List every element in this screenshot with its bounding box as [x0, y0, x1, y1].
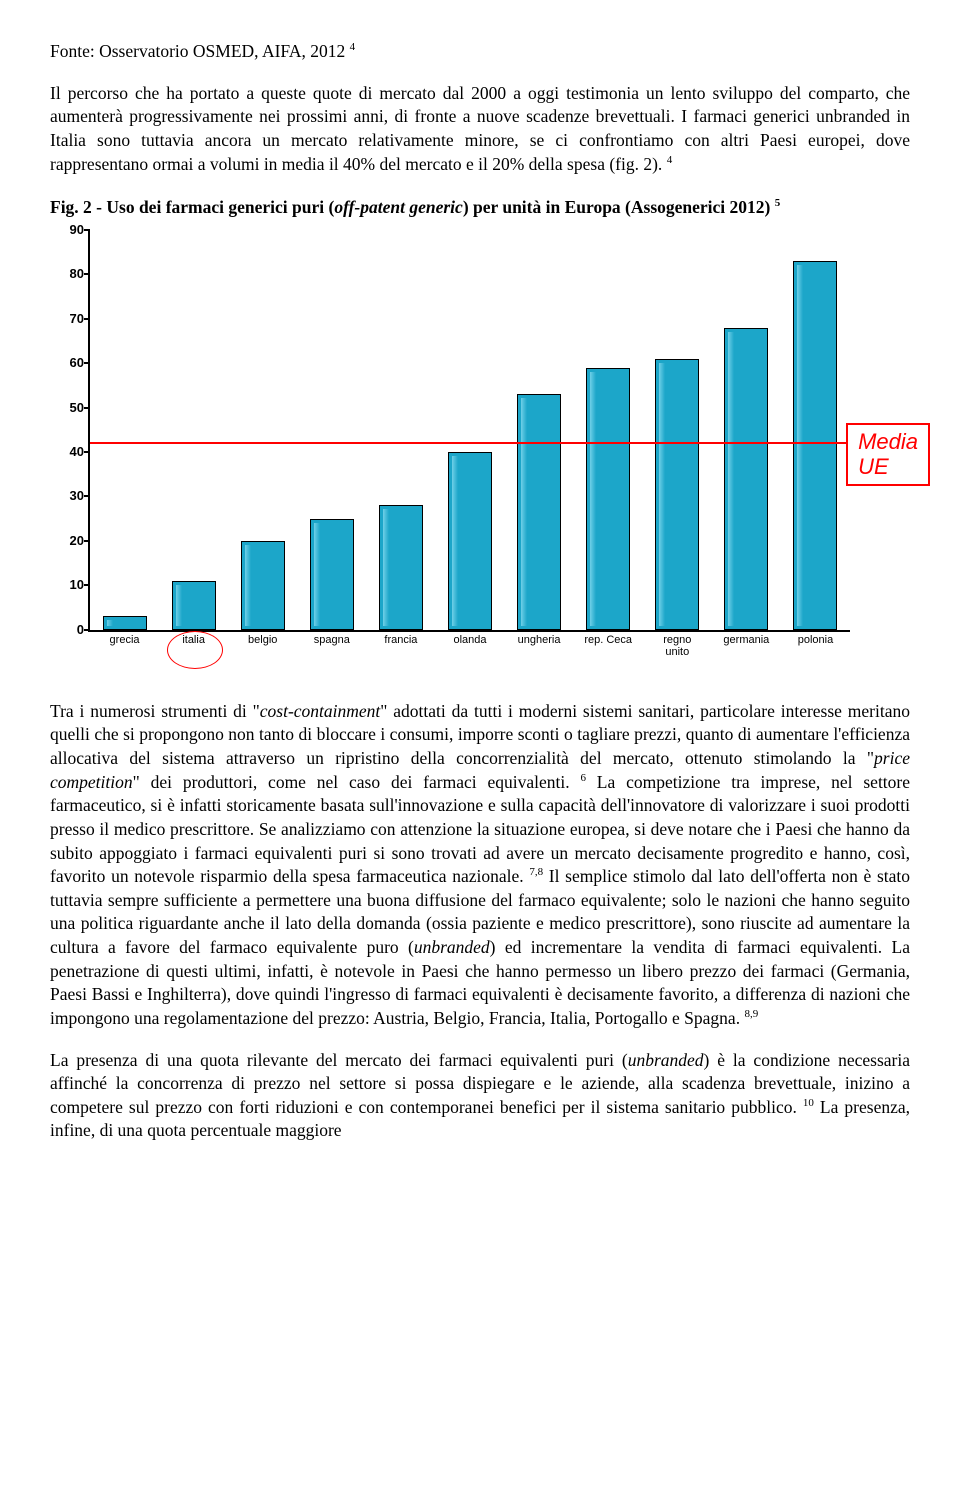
y-tick — [84, 495, 90, 497]
fig-title-b: ) per unità in Europa (Assogenerici 2012… — [463, 197, 771, 217]
reference-label-box: MediaUE — [846, 423, 930, 486]
y-tick — [84, 318, 90, 320]
p2sup3: 8,9 — [744, 1008, 758, 1020]
chart-bar — [793, 261, 837, 630]
y-axis-label: 0 — [56, 621, 84, 639]
y-axis-label: 50 — [56, 399, 84, 417]
y-axis-label: 30 — [56, 488, 84, 506]
y-tick — [84, 407, 90, 409]
paragraph-2: Tra i numerosi strumenti di "cost-contai… — [50, 700, 910, 1031]
y-tick — [84, 273, 90, 275]
x-axis-label: olanda — [453, 634, 486, 646]
y-axis-label: 10 — [56, 577, 84, 595]
y-tick — [84, 362, 90, 364]
source-sup: 4 — [350, 41, 356, 53]
p2c: " dei produttori, come nel caso dei farm… — [133, 772, 570, 792]
x-axis-label: germania — [723, 634, 769, 646]
chart-bar — [172, 581, 216, 630]
chart-bar — [724, 328, 768, 630]
y-tick — [84, 451, 90, 453]
x-axis-label: belgio — [248, 634, 277, 646]
source-line: Fonte: Osservatorio OSMED, AIFA, 2012 4 — [50, 40, 910, 64]
x-axis-label: ungheria — [518, 634, 561, 646]
y-axis-label: 80 — [56, 265, 84, 283]
p3sup: 10 — [803, 1097, 814, 1109]
x-axis-label: grecia — [110, 634, 140, 646]
chart-bar — [586, 368, 630, 630]
x-axis-label: francia — [384, 634, 417, 646]
p2sup2: 7,8 — [529, 866, 543, 878]
p3i1: unbranded — [628, 1050, 704, 1070]
p2i1: cost-containment — [260, 701, 381, 721]
y-axis-label: 60 — [56, 354, 84, 372]
y-tick — [84, 629, 90, 631]
paragraph-3: La presenza di una quota rilevante del m… — [50, 1049, 910, 1144]
highlight-circle — [167, 631, 223, 669]
x-axis-label: spagna — [314, 634, 350, 646]
fig-title-italic: off-patent generic — [334, 197, 462, 217]
x-axis-label: regno unito — [663, 634, 691, 658]
chart-bar — [448, 452, 492, 630]
chart-bar — [379, 505, 423, 629]
bar-chart: 0102030405060708090greciaitaliabelgiospa… — [50, 230, 910, 670]
paragraph-1: Il percorso che ha portato a queste quot… — [50, 82, 910, 177]
y-axis-label: 90 — [56, 221, 84, 239]
x-axis-label: rep. Ceca — [584, 634, 632, 646]
fig-title-sup: 5 — [775, 197, 781, 209]
p3a: La presenza di una quota rilevante del m… — [50, 1050, 628, 1070]
chart-bar — [310, 519, 354, 630]
chart-bar — [241, 541, 285, 630]
y-axis-label: 20 — [56, 532, 84, 550]
source-text: Fonte: Osservatorio OSMED, AIFA, 2012 — [50, 41, 345, 61]
para1-sup: 4 — [667, 154, 673, 166]
chart-bar — [517, 394, 561, 630]
fig-title-a: Fig. 2 - Uso dei farmaci generici puri ( — [50, 197, 334, 217]
figure-title: Fig. 2 - Uso dei farmaci generici puri (… — [50, 196, 910, 220]
p2a: Tra i numerosi strumenti di " — [50, 701, 260, 721]
y-tick — [84, 540, 90, 542]
p2i3: unbranded — [414, 937, 490, 957]
chart-bar — [655, 359, 699, 630]
chart-plot-area: 0102030405060708090greciaitaliabelgiospa… — [88, 230, 850, 632]
y-tick — [84, 229, 90, 231]
para1-text: Il percorso che ha portato a queste quot… — [50, 83, 910, 174]
y-axis-label: 40 — [56, 443, 84, 461]
y-axis-label: 70 — [56, 310, 84, 328]
y-tick — [84, 584, 90, 586]
reference-line — [90, 442, 930, 444]
x-axis-label: polonia — [798, 634, 833, 646]
chart-bar — [103, 616, 147, 629]
